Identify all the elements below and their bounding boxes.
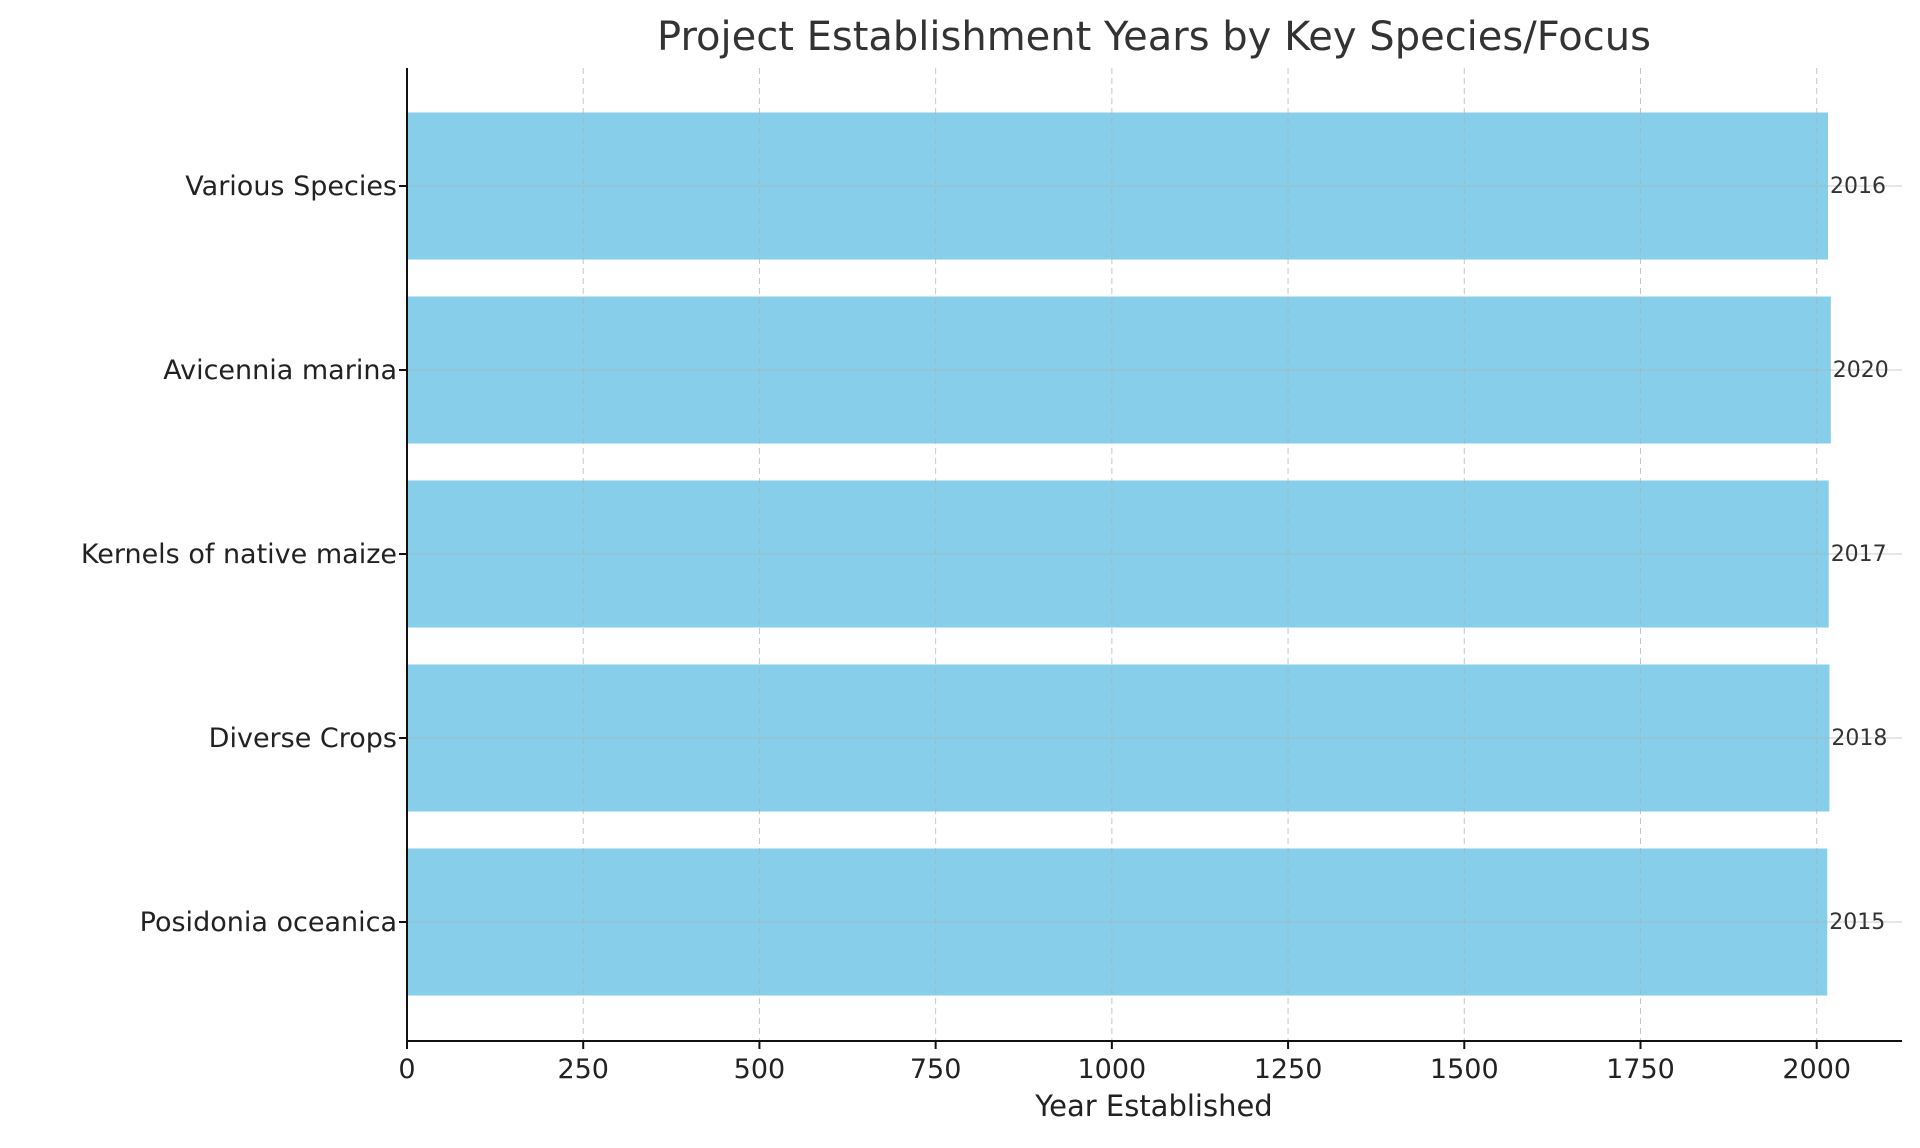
x-tick-label: 1500: [1430, 1054, 1499, 1085]
x-tick-label: 1000: [1077, 1054, 1146, 1085]
data-label: 2018: [1831, 726, 1887, 751]
x-tick-label: 750: [910, 1054, 962, 1085]
x-axis-label: Year Established: [1034, 1089, 1272, 1123]
x-tick-label: 0: [398, 1054, 415, 1085]
data-label: 2020: [1833, 358, 1889, 383]
y-tick-label: Posidonia oceanica: [140, 907, 397, 938]
data-label: 2017: [1831, 542, 1887, 567]
y-tick-label: Kernels of native maize: [81, 539, 397, 570]
y-tick-label: Diverse Crops: [209, 723, 397, 754]
grid-lines: [406, 68, 1902, 1041]
data-label: 2015: [1829, 910, 1885, 935]
y-tick-label: Various Species: [185, 171, 397, 202]
y-ticks: Posidonia oceanica Diverse Crops Kernels o…: [81, 171, 407, 938]
x-tick-label: 250: [557, 1054, 609, 1085]
x-ticks: 0 250 500 750 1000 1250 1500 1750 2000: [398, 1041, 1851, 1085]
chart-title: Project Establishment Years by Key Speci…: [657, 14, 1651, 60]
x-tick-label: 1250: [1254, 1054, 1323, 1085]
data-labels: 2015 2018 2017 2020 2016: [1829, 174, 1889, 935]
y-tick-label: Avicennia marina: [163, 355, 397, 386]
x-tick-label: 500: [734, 1054, 786, 1085]
x-tick-label: 2000: [1782, 1054, 1851, 1085]
data-label: 2016: [1830, 174, 1886, 199]
x-tick-label: 1750: [1606, 1054, 1675, 1085]
